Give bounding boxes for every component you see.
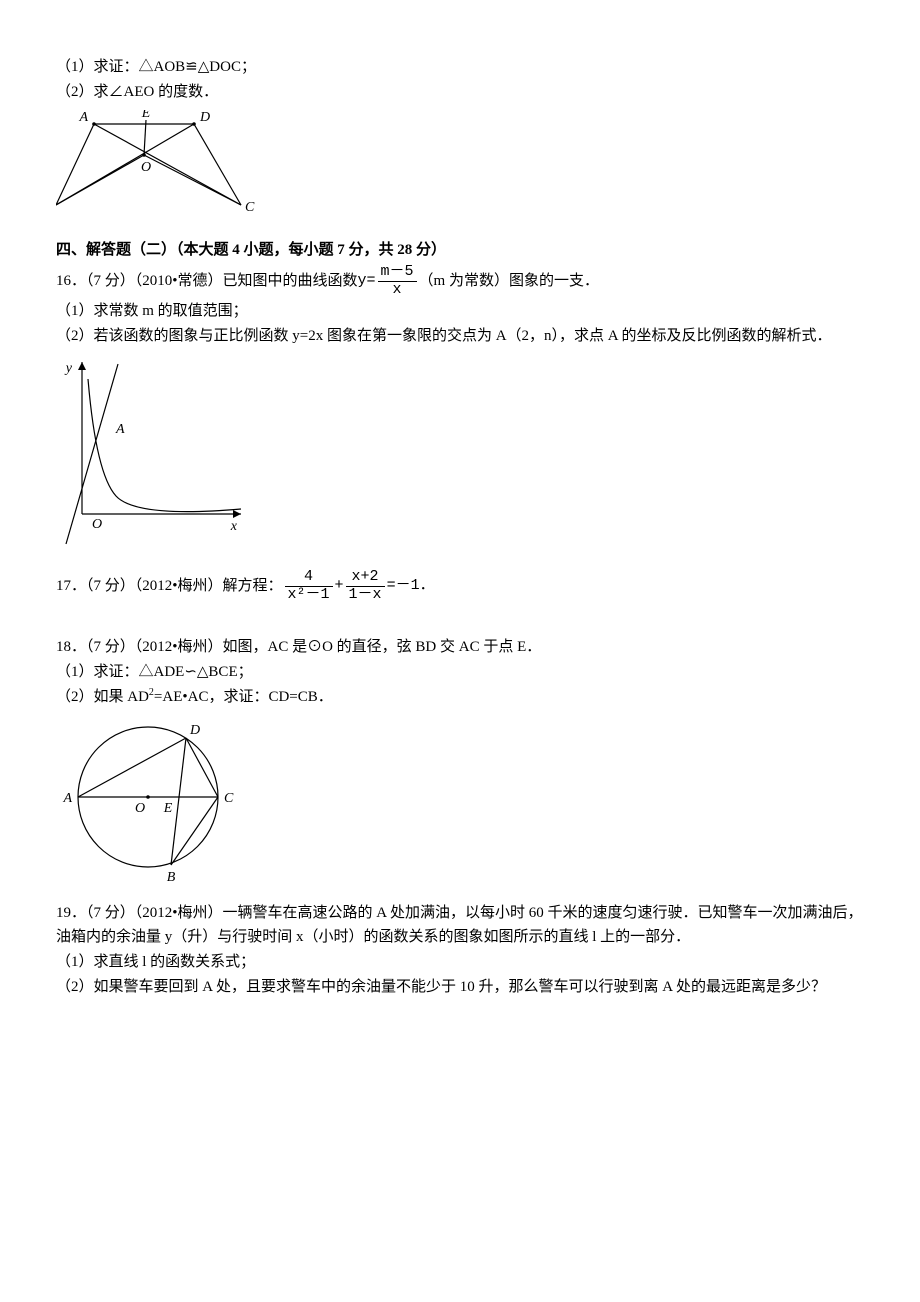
q17-plus: +: [335, 574, 344, 598]
svg-text:D: D: [189, 723, 200, 738]
svg-text:B: B: [167, 870, 176, 885]
q19-part1: （1）求直线 l 的函数关系式；: [56, 950, 864, 974]
svg-text:C: C: [224, 791, 234, 806]
q17-frac2: x+2 1－x: [344, 569, 387, 603]
q17-tail: =－1．: [387, 574, 435, 598]
svg-text:y: y: [64, 361, 73, 376]
svg-text:A: A: [62, 791, 72, 806]
q15-part1: （1）求证：△AOB≌△DOC；: [56, 55, 864, 79]
svg-text:E: E: [163, 801, 173, 816]
q19-lead: 19．（7 分）（2012•梅州）一辆警车在高速公路的 A 处加满油，以每小时 …: [56, 901, 864, 949]
q16-frac-num: m－5: [378, 264, 417, 282]
q17-lead: 17．（7 分）（2012•梅州）解方程：: [56, 574, 283, 598]
q16-eq-prefix: y=: [358, 269, 376, 293]
q15-part2: （2）求∠AEO 的度数．: [56, 80, 864, 104]
q19-part2: （2）如果警车要回到 A 处，且要求警车中的余油量不能少于 10 升，那么警车可…: [56, 975, 864, 999]
svg-text:A: A: [115, 422, 125, 437]
q16-frac-den: x: [378, 282, 417, 299]
q18-figure: A C D B O E: [56, 715, 246, 885]
q17-frac2-den: 1－x: [346, 587, 385, 604]
q15-figure: ADEOBC: [56, 110, 266, 220]
svg-text:D: D: [199, 110, 210, 125]
svg-text:E: E: [141, 110, 151, 121]
svg-text:O: O: [135, 801, 145, 816]
q17-frac1-den: x²－1: [285, 587, 333, 604]
q18-part2: （2）如果 AD2=AE•AC，求证：CD=CB．: [56, 685, 864, 709]
q18-lead: 18．（7 分）（2012•梅州）如图，AC 是⊙O 的直径，弦 BD 交 AC…: [56, 635, 864, 659]
q16-figure: A Ox y: [56, 354, 256, 549]
svg-text:C: C: [245, 200, 255, 215]
q18-part1: （1）求证：△ADE∽△BCE；: [56, 660, 864, 684]
q17-line: 17．（7 分）（2012•梅州）解方程： 4 x²－1 + x+2 1－x =…: [56, 569, 864, 603]
section4-header: 四、解答题（二）（本大题 4 小题，每小题 7 分，共 28 分）: [56, 238, 864, 262]
q17-frac1: 4 x²－1: [283, 569, 335, 603]
q16-lead-a: 16．（7 分）（2010•常德）已知图中的曲线函数: [56, 269, 358, 293]
q16-part2: （2）若该函数的图象与正比例函数 y=2x 图象在第一象限的交点为 A（2，n）…: [56, 324, 864, 348]
svg-text:x: x: [230, 519, 238, 534]
svg-text:A: A: [78, 110, 88, 125]
q16-fraction: m－5 x: [376, 264, 419, 298]
svg-text:O: O: [141, 160, 151, 175]
q16-part1: （1）求常数 m 的取值范围；: [56, 299, 864, 323]
q17-frac2-num: x+2: [346, 569, 385, 587]
q16-lead: 16．（7 分）（2010•常德）已知图中的曲线函数 y= m－5 x （m 为…: [56, 264, 864, 298]
q16-lead-b: （m 为常数）图象的一支．: [419, 269, 599, 293]
svg-text:O: O: [92, 517, 102, 532]
q17-frac1-num: 4: [285, 569, 333, 587]
